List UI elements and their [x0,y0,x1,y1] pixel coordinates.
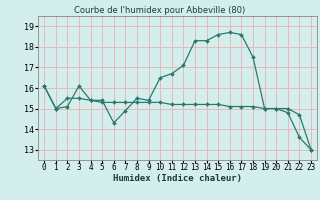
X-axis label: Humidex (Indice chaleur): Humidex (Indice chaleur) [113,174,242,183]
Text: Courbe de l'humidex pour Abbeville (80): Courbe de l'humidex pour Abbeville (80) [74,6,246,15]
